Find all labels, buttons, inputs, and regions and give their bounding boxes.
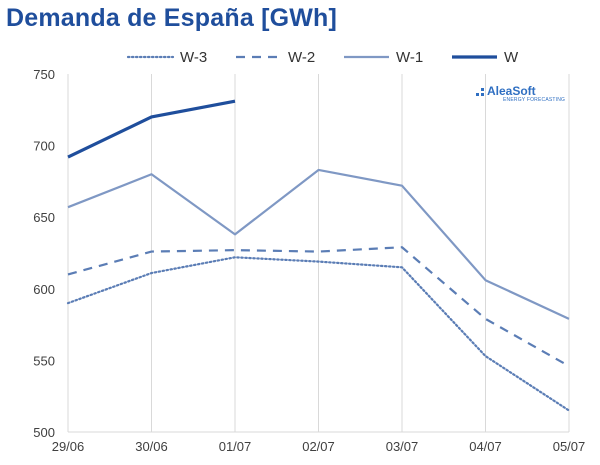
series-line-W-2	[67, 246, 570, 368]
plot-frame	[67, 74, 570, 433]
aleasoft-logo: AleaSoft ENERGY FORECASTING	[476, 84, 565, 103]
y-tick-label: 550	[33, 353, 55, 368]
legend: W-3 W-2 W-1 W	[126, 49, 519, 66]
x-tick-label: 29/06	[52, 439, 85, 454]
series-line-W	[67, 99, 236, 159]
x-tick-label: 03/07	[386, 439, 419, 454]
legend-label-W-1: W-1	[396, 49, 423, 66]
series-layer	[66, 99, 571, 412]
y-tick-label: 700	[33, 139, 55, 154]
x-axis-ticks: 29/06 30/06 01/07 02/07 03/07 04/07 05/07	[52, 439, 586, 454]
series-line-W-3	[66, 256, 571, 412]
y-tick-label: 650	[33, 210, 55, 225]
series-line-W-1	[67, 168, 570, 320]
gridlines	[151, 74, 486, 432]
legend-label-W-3: W-3	[180, 49, 207, 66]
logo-name: AleaSoft	[487, 84, 536, 98]
x-tick-label: 30/06	[135, 439, 168, 454]
y-tick-label: 750	[33, 67, 55, 82]
x-tick-label: 05/07	[553, 439, 586, 454]
x-tick-label: 04/07	[469, 439, 502, 454]
y-tick-label: 500	[33, 425, 55, 440]
logo-tagline: ENERGY FORECASTING	[503, 97, 565, 103]
x-tick-label: 01/07	[219, 439, 252, 454]
legend-label-W-2: W-2	[288, 49, 315, 66]
y-tick-label: 600	[33, 282, 55, 297]
y-axis-ticks: 500 550 600 650 700 750	[33, 67, 55, 440]
legend-label-W: W	[504, 49, 519, 66]
x-tick-label: 02/07	[302, 439, 335, 454]
chart-title: Demanda de España [GWh]	[6, 4, 338, 32]
